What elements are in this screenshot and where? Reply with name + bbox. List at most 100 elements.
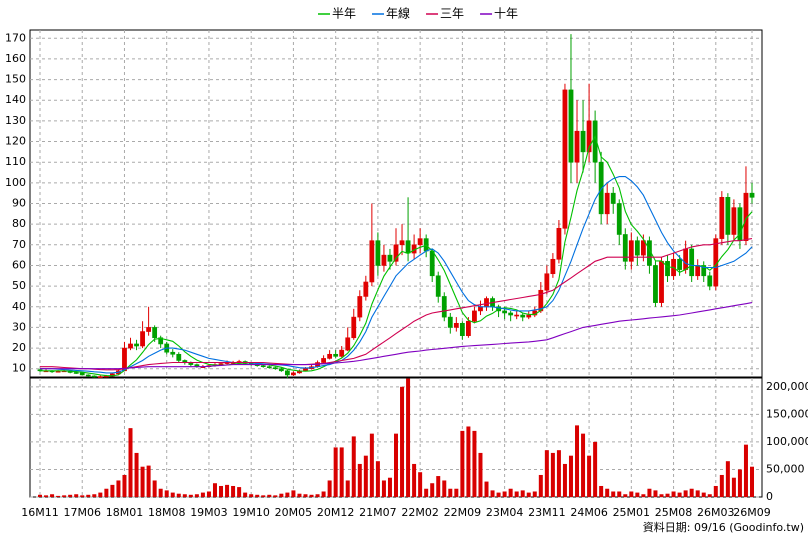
candle-body	[405, 240, 411, 254]
candle-body	[520, 314, 526, 318]
volume-bar	[345, 480, 350, 497]
candle-body	[73, 372, 79, 374]
volume-bar	[255, 494, 260, 497]
volume-bar	[617, 491, 622, 497]
candle-body	[429, 250, 435, 277]
x-tick-label: 23M04	[486, 506, 524, 519]
candle-body	[284, 370, 290, 376]
candle-body	[634, 240, 640, 256]
volume-bar	[122, 474, 127, 497]
volume-bar	[182, 494, 187, 497]
candle-body	[369, 240, 375, 283]
candle-body	[266, 366, 272, 369]
volume-bar	[671, 491, 676, 497]
x-tick-label: 21M07	[359, 506, 397, 519]
volume-bar	[128, 428, 133, 497]
volume-bar	[351, 436, 356, 497]
candle-body	[526, 314, 532, 318]
volume-bar	[86, 494, 91, 497]
legend-label: 半年	[332, 7, 356, 21]
volume-bar	[285, 492, 290, 497]
volume-tick-label: 200,000	[766, 380, 808, 393]
candle-body	[363, 281, 369, 297]
candle-body	[598, 161, 604, 215]
x-tick-label: 17M06	[63, 506, 101, 519]
volume-bar	[454, 488, 459, 497]
volume-bar	[98, 492, 103, 497]
volume-bar	[647, 488, 652, 497]
x-tick-label: 26M09	[733, 506, 771, 519]
volume-bar	[38, 494, 42, 497]
volume-bar	[556, 450, 561, 497]
candle-body	[568, 89, 574, 163]
candle-body	[399, 240, 405, 246]
candle-body	[176, 353, 182, 361]
volume-bar	[406, 378, 411, 497]
volume-bar	[418, 472, 423, 497]
volume-bar	[297, 493, 302, 497]
y-tick-label: 80	[12, 217, 26, 230]
volume-bar	[526, 492, 531, 497]
volume-tick-label: 50,000	[766, 462, 805, 475]
volume-tick-label: 150,000	[766, 407, 808, 420]
volume-bar	[110, 484, 115, 497]
candle-body	[97, 376, 103, 378]
y-tick-label: 20	[12, 341, 26, 354]
y-tick-label: 160	[5, 52, 26, 65]
volume-bar	[104, 488, 109, 497]
candle-body	[170, 351, 176, 355]
volume-bar	[339, 447, 344, 497]
candle-body	[719, 197, 725, 239]
candle-body	[140, 331, 145, 347]
volume-bar	[279, 493, 284, 497]
candle-body	[146, 327, 152, 332]
volume-bar	[490, 490, 495, 497]
candle-body	[333, 353, 339, 357]
volume-bar	[273, 495, 278, 497]
candle-body	[459, 322, 465, 336]
volume-bar	[532, 491, 537, 497]
y-tick-label: 170	[5, 31, 26, 44]
volume-bar	[562, 463, 567, 497]
candle-body	[375, 240, 381, 266]
volume-bar	[321, 491, 326, 497]
volume-bar	[56, 495, 61, 497]
volume-bar	[605, 488, 610, 497]
candle-body	[695, 265, 701, 277]
volume-bar	[267, 494, 272, 497]
volume-bar	[375, 461, 380, 497]
volume-bar	[394, 433, 398, 497]
ma-line	[40, 302, 753, 370]
y-tick-label: 70	[12, 238, 26, 251]
candle-body	[393, 244, 399, 262]
volume-bar	[538, 474, 543, 497]
candle-body	[665, 261, 670, 277]
volume-tick-label: 0	[766, 490, 773, 503]
x-tick-label: 16M11	[21, 506, 59, 519]
volume-bar	[116, 480, 121, 497]
candle-body	[749, 192, 755, 198]
volume-bar	[466, 426, 471, 497]
volume-bar	[659, 494, 664, 497]
candle-body	[659, 261, 664, 303]
volume-bar	[484, 481, 489, 497]
candle-body	[158, 337, 164, 345]
candle-body	[345, 337, 351, 351]
candle-body	[472, 310, 477, 322]
volume-bar	[62, 495, 67, 497]
candle-body	[580, 130, 586, 153]
volume-bar	[599, 485, 604, 497]
volume-bar	[707, 494, 712, 497]
volume-bar	[623, 494, 628, 497]
ma-line	[40, 176, 753, 374]
candle-body	[351, 316, 357, 339]
candle-body	[586, 120, 592, 153]
candle-body	[321, 358, 326, 363]
legend-label: 十年	[494, 7, 518, 21]
volume-bar	[430, 483, 435, 497]
volume-bar	[158, 488, 163, 497]
y-tick-label: 140	[5, 93, 26, 106]
x-tick-label: 24M06	[570, 506, 608, 519]
candle-body	[466, 320, 471, 336]
volume-bar	[568, 455, 573, 497]
